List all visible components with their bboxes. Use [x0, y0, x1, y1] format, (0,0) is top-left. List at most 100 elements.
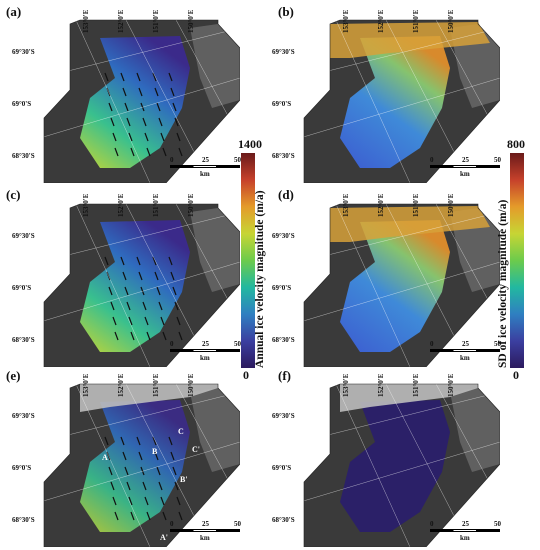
scale-bar: 0 25 50 km	[430, 340, 505, 364]
scale-tick-label: 0	[430, 156, 434, 164]
flow-vector	[160, 316, 165, 326]
flow-vector	[158, 481, 163, 491]
longitude-label: 151°0'E	[412, 373, 420, 397]
longitude-label: 150°0'E	[187, 373, 195, 397]
longitude-label: 153°0'E	[82, 9, 90, 33]
panel-label-f: (f)	[278, 368, 291, 383]
profile-label: A'	[160, 533, 168, 542]
flow-vector	[136, 256, 141, 266]
flow-vector	[122, 271, 127, 281]
flow-vector	[126, 301, 131, 311]
scale-bar: 0 25 50 km	[430, 520, 505, 544]
profile-label: B'	[180, 475, 188, 484]
latitude-label: 69°30'S	[12, 232, 35, 240]
latitude-label: 69°30'S	[272, 232, 295, 240]
map-panel-f	[300, 382, 500, 547]
latitude-label: 69°0'S	[12, 464, 32, 472]
flow-vector	[110, 481, 115, 491]
latitude-label: 68°30'S	[272, 336, 295, 344]
flow-vector	[160, 132, 165, 142]
graticule-line	[40, 211, 240, 263]
scale-unit: km	[200, 354, 210, 362]
longitude-label: 153°0'E	[82, 193, 90, 217]
map-frame	[303, 203, 500, 367]
latitude-label: 69°0'S	[272, 464, 292, 472]
map-frame	[303, 19, 500, 183]
panel-label-d: (d)	[278, 187, 294, 202]
flow-vector	[176, 316, 181, 326]
panel-label-e: (e)	[6, 368, 21, 383]
longitude-label: 152°0'E	[377, 193, 385, 217]
latitude-label: 69°0'S	[272, 100, 292, 108]
flow-vector	[124, 286, 129, 296]
graticule-line	[300, 391, 500, 443]
graticule-line	[300, 27, 500, 79]
scale-unit: km	[460, 354, 470, 362]
flow-vector	[158, 301, 163, 311]
scale-tick-label: 25	[462, 156, 469, 164]
scale-unit: km	[200, 170, 210, 178]
flow-vector	[176, 496, 181, 506]
scale-bar-graphic	[430, 529, 500, 532]
terrain-shading	[450, 388, 500, 472]
flow-vector	[110, 117, 115, 127]
sd-map-d	[300, 202, 500, 367]
longitude-label: 151°0'E	[412, 9, 420, 33]
latitude-label: 69°30'S	[272, 412, 295, 420]
flow-vector	[122, 451, 127, 461]
latitude-label: 69°30'S	[12, 412, 35, 420]
longitude-label: 153°0'E	[82, 373, 90, 397]
graticule-line	[40, 77, 240, 139]
scale-tick-label: 0	[170, 156, 174, 164]
terrain-shading	[190, 388, 240, 472]
scale-tick-label: 50	[494, 156, 501, 164]
scale-tick-label: 25	[462, 520, 469, 528]
scale-tick-label: 50	[234, 156, 241, 164]
graticule-line	[300, 261, 500, 323]
longitude-label: 151°0'E	[152, 373, 160, 397]
latitude-label: 68°30'S	[272, 152, 295, 160]
flow-vector	[162, 331, 167, 341]
profile-label: A	[102, 453, 108, 462]
flow-vector	[144, 316, 149, 326]
flow-vector	[108, 466, 113, 476]
graticule-line	[174, 18, 240, 139]
profile-label: C	[178, 427, 184, 436]
scale-tick-label: 50	[494, 520, 501, 528]
scale-tick-label: 25	[202, 520, 209, 528]
flow-vector	[136, 436, 141, 446]
flow-vector	[126, 117, 131, 127]
map-frame	[43, 203, 240, 367]
flow-vector	[168, 72, 173, 82]
glacier-velocity-field	[340, 220, 450, 352]
flow-vector	[104, 436, 109, 446]
latitude-label: 68°30'S	[12, 516, 35, 524]
flow-vector	[130, 147, 135, 157]
graticule-line	[434, 18, 500, 139]
flow-vector	[176, 132, 181, 142]
flow-vector	[178, 331, 183, 341]
flow-vector	[126, 481, 131, 491]
graticule-line	[40, 441, 240, 503]
flow-vector	[142, 301, 147, 311]
flow-vector	[136, 72, 141, 82]
annual-colorbar-min: 0	[243, 368, 249, 382]
flow-vector	[142, 481, 147, 491]
masked-region	[80, 384, 218, 412]
graticule-line	[434, 382, 500, 503]
graticule-line	[434, 202, 500, 323]
sd-colorbar-min: 0	[513, 368, 519, 382]
high-sd-zone	[330, 22, 490, 58]
flow-vector	[168, 436, 173, 446]
flow-vector	[128, 316, 133, 326]
flow-vector	[130, 331, 135, 341]
flow-vector	[104, 256, 109, 266]
flow-vector	[120, 256, 125, 266]
panel-label-a: (a)	[6, 4, 22, 19]
scale-tick-label: 0	[430, 340, 434, 348]
graticule-line	[334, 18, 411, 183]
flow-vector	[172, 466, 177, 476]
scale-tick-label: 25	[202, 340, 209, 348]
flow-vector	[124, 466, 129, 476]
graticule-line	[384, 382, 471, 547]
